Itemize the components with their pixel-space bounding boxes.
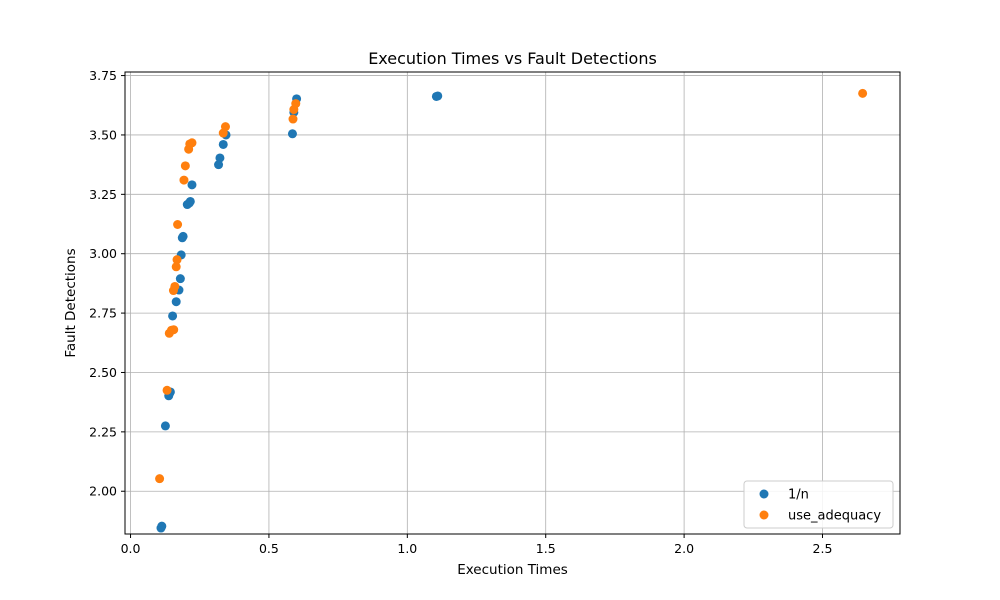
x-tick-label: 0.0 [121, 541, 141, 556]
point-1-n [171, 297, 181, 307]
y-tick-label: 2.25 [89, 424, 117, 439]
point-1-n [157, 521, 167, 531]
point-1-n [433, 91, 443, 101]
point-use-adequacy [170, 281, 180, 291]
point-1-n [175, 274, 185, 284]
point-1-n [185, 196, 195, 206]
point-use-adequacy [291, 99, 301, 109]
x-tick-label: 0.5 [259, 541, 279, 556]
plot-frame [124, 71, 901, 535]
chart-title: Execution Times vs Fault Detections [368, 49, 657, 68]
y-tick-label: 3.00 [89, 246, 117, 261]
point-use-adequacy [162, 385, 172, 395]
y-axis-label: Fault Detections [63, 248, 79, 357]
point-use-adequacy [187, 138, 197, 148]
point-use-adequacy [172, 255, 182, 265]
legend-marker-1n [759, 489, 769, 499]
point-use-adequacy [169, 325, 179, 335]
point-use-adequacy [180, 161, 190, 171]
point-1-n [215, 153, 225, 163]
x-tick-label: 1.0 [397, 541, 417, 556]
point-use-adequacy [173, 219, 183, 229]
grid [125, 72, 900, 534]
y-tick-label: 2.75 [89, 306, 117, 321]
x-tick-label: 1.5 [536, 541, 556, 556]
point-1-n [178, 231, 188, 241]
legend-marker-use-adequacy [759, 510, 769, 520]
data-points [155, 88, 868, 533]
legend: 1/n use_adequacy [743, 480, 894, 529]
point-1-n [168, 311, 178, 321]
point-use-adequacy [288, 114, 298, 124]
x-axis-label: Execution Times [457, 562, 568, 578]
y-axis-ticks: 2.00 2.25 2.50 2.75 3.00 3.25 3.50 3.75 [89, 68, 125, 499]
legend-label-use-adequacy: use_adequacy [788, 509, 881, 524]
point-1-n [287, 129, 297, 139]
point-use-adequacy [220, 122, 230, 132]
x-tick-label: 2.0 [674, 541, 694, 556]
point-use-adequacy [155, 474, 165, 484]
x-tick-label: 2.5 [813, 541, 833, 556]
point-1-n [160, 421, 170, 431]
y-tick-label: 2.00 [89, 484, 117, 499]
point-1-n [187, 180, 197, 190]
legend-label-1n: 1/n [788, 488, 809, 503]
legend-box [743, 480, 894, 529]
y-tick-label: 2.50 [89, 365, 117, 380]
y-tick-label: 3.75 [89, 68, 117, 83]
point-use-adequacy [179, 175, 189, 185]
point-1-n [218, 139, 228, 149]
x-axis-ticks: 0.0 0.5 1.0 1.5 2.0 2.5 [121, 534, 833, 556]
point-use-adequacy [171, 262, 181, 272]
y-tick-label: 3.25 [89, 187, 117, 202]
y-tick-label: 3.50 [89, 127, 117, 142]
point-use-adequacy [858, 88, 868, 98]
